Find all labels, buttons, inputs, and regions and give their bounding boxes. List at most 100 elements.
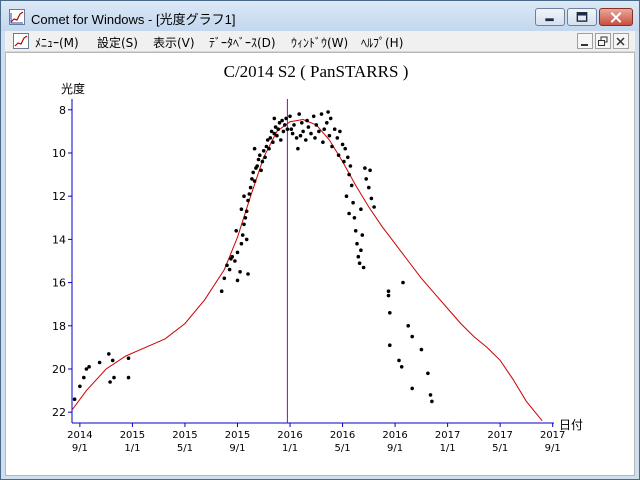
x-tick-date: 9/1	[229, 443, 245, 454]
data-point	[259, 168, 263, 173]
data-point	[108, 380, 112, 384]
data-point	[386, 289, 391, 293]
minimize-icon	[545, 18, 554, 22]
menu-menu[interactable]: ﾒﾆｭｰ(M)	[35, 36, 79, 50]
prediction-curve	[71, 118, 543, 422]
x-tick-date: 1/1	[124, 443, 140, 454]
data-point	[426, 371, 430, 376]
data-point	[275, 133, 279, 138]
menu-database[interactable]: ﾃﾞｰﾀﾍﾞｰｽ(D)	[209, 36, 276, 50]
data-point	[235, 278, 240, 283]
data-point	[306, 125, 311, 129]
close-button[interactable]	[599, 8, 633, 26]
x-tick-year: 2016	[330, 430, 355, 441]
data-point	[372, 205, 376, 209]
maximize-icon	[576, 12, 588, 22]
x-tick-year: 2015	[225, 430, 250, 441]
data-point	[325, 121, 329, 125]
data-point	[335, 136, 340, 140]
data-point	[410, 386, 415, 391]
title-bar[interactable]: Comet for Windows - [光度グラフ1]	[1, 1, 639, 31]
data-point	[290, 131, 295, 136]
data-point	[332, 127, 337, 131]
data-point	[343, 146, 348, 151]
data-point	[225, 263, 229, 268]
data-point	[309, 131, 313, 136]
data-point	[399, 365, 404, 369]
data-point	[78, 384, 82, 389]
data-point	[263, 155, 267, 160]
data-point	[248, 185, 253, 190]
menu-settings[interactable]: 設定(S)	[97, 36, 138, 50]
close-icon	[616, 37, 625, 46]
data-point	[234, 229, 238, 233]
x-tick-year: 2017	[435, 430, 460, 441]
data-point	[242, 222, 246, 227]
data-point	[219, 289, 224, 293]
data-point	[356, 254, 361, 259]
data-point	[294, 136, 299, 140]
data-point	[367, 185, 371, 190]
data-point	[246, 198, 250, 203]
y-tick-label: 12	[52, 190, 66, 203]
y-tick-label: 22	[52, 406, 66, 419]
observations	[72, 110, 434, 404]
child-minimize-button[interactable]	[577, 33, 593, 49]
data-point	[126, 375, 131, 380]
data-point	[368, 168, 372, 173]
data-point	[340, 142, 345, 147]
data-point	[107, 352, 111, 356]
data-point	[240, 233, 245, 237]
data-point	[349, 183, 354, 188]
data-point	[284, 116, 288, 121]
data-point	[342, 159, 346, 164]
data-point	[272, 116, 277, 121]
data-point	[110, 358, 115, 363]
menu-view[interactable]: 表示(V)	[153, 36, 195, 50]
data-point	[280, 118, 284, 123]
data-point	[319, 112, 324, 116]
data-point	[351, 200, 355, 205]
data-point	[97, 360, 102, 365]
x-tick-date: 5/1	[492, 443, 508, 454]
data-point	[298, 133, 303, 138]
document-graph-icon[interactable]	[13, 33, 29, 49]
data-point	[363, 166, 367, 170]
data-point	[222, 276, 227, 281]
x-axis-label: 日付	[559, 418, 583, 432]
data-point	[277, 121, 282, 125]
data-point	[243, 216, 248, 220]
data-point	[317, 129, 321, 134]
data-point	[297, 112, 302, 116]
data-point	[87, 365, 91, 369]
menu-window[interactable]: ｳｨﾝﾄﾞｳ(W)	[291, 36, 349, 50]
data-point	[260, 159, 265, 164]
data-point	[82, 375, 86, 380]
menu-help[interactable]: ﾍﾙﾌﾟ(H)	[361, 36, 404, 50]
data-point	[264, 144, 269, 149]
data-point	[314, 123, 319, 127]
data-point	[328, 116, 333, 121]
data-point	[388, 311, 392, 315]
child-close-button[interactable]	[613, 33, 629, 49]
data-point	[401, 280, 405, 285]
data-point	[84, 367, 89, 371]
minimize-button[interactable]	[535, 8, 565, 26]
data-point	[361, 265, 366, 270]
window-title: Comet for Windows - [光度グラフ1]	[31, 12, 236, 27]
comet-graph-icon	[9, 9, 25, 25]
data-point	[279, 138, 283, 142]
data-point	[300, 121, 304, 125]
data-point	[244, 237, 249, 242]
child-restore-button[interactable]	[595, 33, 611, 49]
data-point	[281, 129, 286, 134]
y-tick-label: 18	[52, 320, 66, 333]
data-point	[364, 177, 369, 181]
data-point	[258, 153, 262, 157]
data-point	[292, 123, 296, 127]
data-point	[261, 149, 266, 153]
data-point	[247, 192, 252, 196]
graph-client-area[interactable]: C/2014 S2 ( PanSTARRS ) 光度 日付 8 10 12 14 16 1…	[5, 52, 635, 476]
data-point	[336, 153, 341, 157]
maximize-button[interactable]	[567, 8, 597, 26]
